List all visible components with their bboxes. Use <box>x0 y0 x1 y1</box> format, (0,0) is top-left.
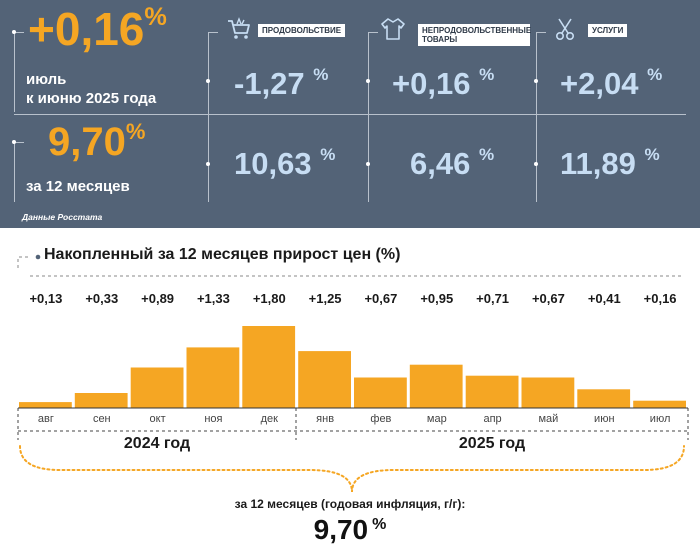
yearly-cpi-label: за 12 месяцев <box>26 178 130 195</box>
bullet-dot <box>12 140 16 144</box>
month-label-окт: окт <box>150 413 166 425</box>
bar-мар <box>409 364 463 408</box>
divider <box>14 114 686 115</box>
month-label-фев: фев <box>370 413 391 425</box>
monthly-cpi-label: июль к июню 2025 года <box>26 70 156 108</box>
shopping-cart-icon <box>228 17 250 39</box>
cumulative-price-chart: +0,13 +0,33 +0,89 +1,33 +1,80 +1,25 +0,67 +0,95… <box>17 254 689 493</box>
data-source: Данные Росстата <box>22 212 103 222</box>
bullet-dot <box>206 79 210 83</box>
divider <box>14 142 24 143</box>
value-label-ноя: +1,33 <box>197 291 230 306</box>
value-label-апр: +0,71 <box>476 291 509 306</box>
divider <box>536 32 537 202</box>
divider <box>208 32 218 33</box>
clothing-icon <box>381 18 405 40</box>
value-label-май: +0,67 <box>532 291 565 306</box>
divider <box>368 32 378 33</box>
category-label-food: ПРОДОВОЛЬСТВИЕ <box>258 24 346 38</box>
bullet-dot <box>12 30 16 34</box>
value-label-авг: +0,13 <box>29 291 62 306</box>
divider <box>14 32 15 112</box>
month-label-дек: дек <box>261 413 279 425</box>
value-label-фев: +0,67 <box>364 291 397 306</box>
month-label-июн: июн <box>594 413 614 425</box>
bullet-dot <box>366 79 370 83</box>
year-label-2024: 2024 год <box>124 435 190 452</box>
category-label-nonfood: НЕПРОДОВОЛЬСТВЕННЫЕ ТОВАРЫ <box>418 24 531 47</box>
month-label-янв: янв <box>316 413 334 425</box>
divider <box>14 32 24 33</box>
value-label-мар: +0,95 <box>420 291 453 306</box>
bullet-dot <box>534 162 538 166</box>
value-label-июн: +0,41 <box>588 291 621 306</box>
bullet-dot <box>534 79 538 83</box>
category-label-services: УСЛУГИ <box>588 24 628 38</box>
month-label-июл: июл <box>650 413 671 425</box>
bullet-dot <box>206 162 210 166</box>
nonfood-yearly-value: 6,46 % <box>410 145 495 181</box>
divider <box>536 32 546 33</box>
bar-июн <box>577 389 631 408</box>
value-label-окт: +0,89 <box>141 291 174 306</box>
bar-июл <box>633 400 686 408</box>
year-label-2025: 2025 год <box>459 435 525 452</box>
bar-дек <box>242 326 296 408</box>
bar-сен <box>74 393 128 408</box>
chart-title: Накопленный за 12 месяцев прирост цен (%… <box>44 246 401 263</box>
month-label-авг: авг <box>38 413 54 425</box>
monthly-cpi-value: +0,16% <box>28 2 167 55</box>
value-label-янв: +1,25 <box>309 291 342 306</box>
yearly-cpi-value: 9,70% <box>48 118 146 164</box>
divider <box>14 142 15 202</box>
month-label-мар: мар <box>427 413 447 425</box>
year-brace <box>19 445 685 493</box>
month-label-май: май <box>538 413 558 425</box>
monthly-label-line2: к июню 2025 года <box>26 90 157 107</box>
nonfood-monthly-value: +0,16 % <box>392 65 495 101</box>
value-label-дек: +1,80 <box>253 291 286 306</box>
annual-inflation-value: 9,70% <box>313 514 387 545</box>
title-bullet <box>35 254 41 260</box>
title-frame <box>17 256 30 268</box>
month-label-апр: апр <box>483 413 501 425</box>
services-yearly-value: 11,89 % <box>560 145 660 181</box>
bar-ноя <box>186 347 240 408</box>
food-monthly-value: -1,27 % <box>234 65 329 101</box>
bullet-dot <box>366 162 370 166</box>
scissors-icon <box>556 18 575 40</box>
bar-май <box>521 377 575 408</box>
divider <box>208 32 209 202</box>
value-label-сен: +0,33 <box>85 291 118 306</box>
bar-фев <box>354 377 407 408</box>
month-label-сен: сен <box>93 413 111 425</box>
food-yearly-value: 10,63 % <box>234 145 336 181</box>
bar-янв <box>298 351 351 408</box>
monthly-label-line1: июль <box>26 71 67 88</box>
bar-авг <box>19 402 72 408</box>
services-monthly-value: +2,04 % <box>560 65 663 101</box>
divider <box>368 32 369 202</box>
summary-panel: +0,16% июль к июню 2025 года 9,70% за 12… <box>0 0 700 228</box>
bar-апр <box>465 375 519 408</box>
month-label-ноя: ноя <box>204 413 222 425</box>
annual-inflation-label: за 12 месяцев (годовая инфляция, г/г): <box>234 497 466 511</box>
bar-окт <box>130 367 184 408</box>
value-label-июл: +0,16 <box>644 291 677 306</box>
